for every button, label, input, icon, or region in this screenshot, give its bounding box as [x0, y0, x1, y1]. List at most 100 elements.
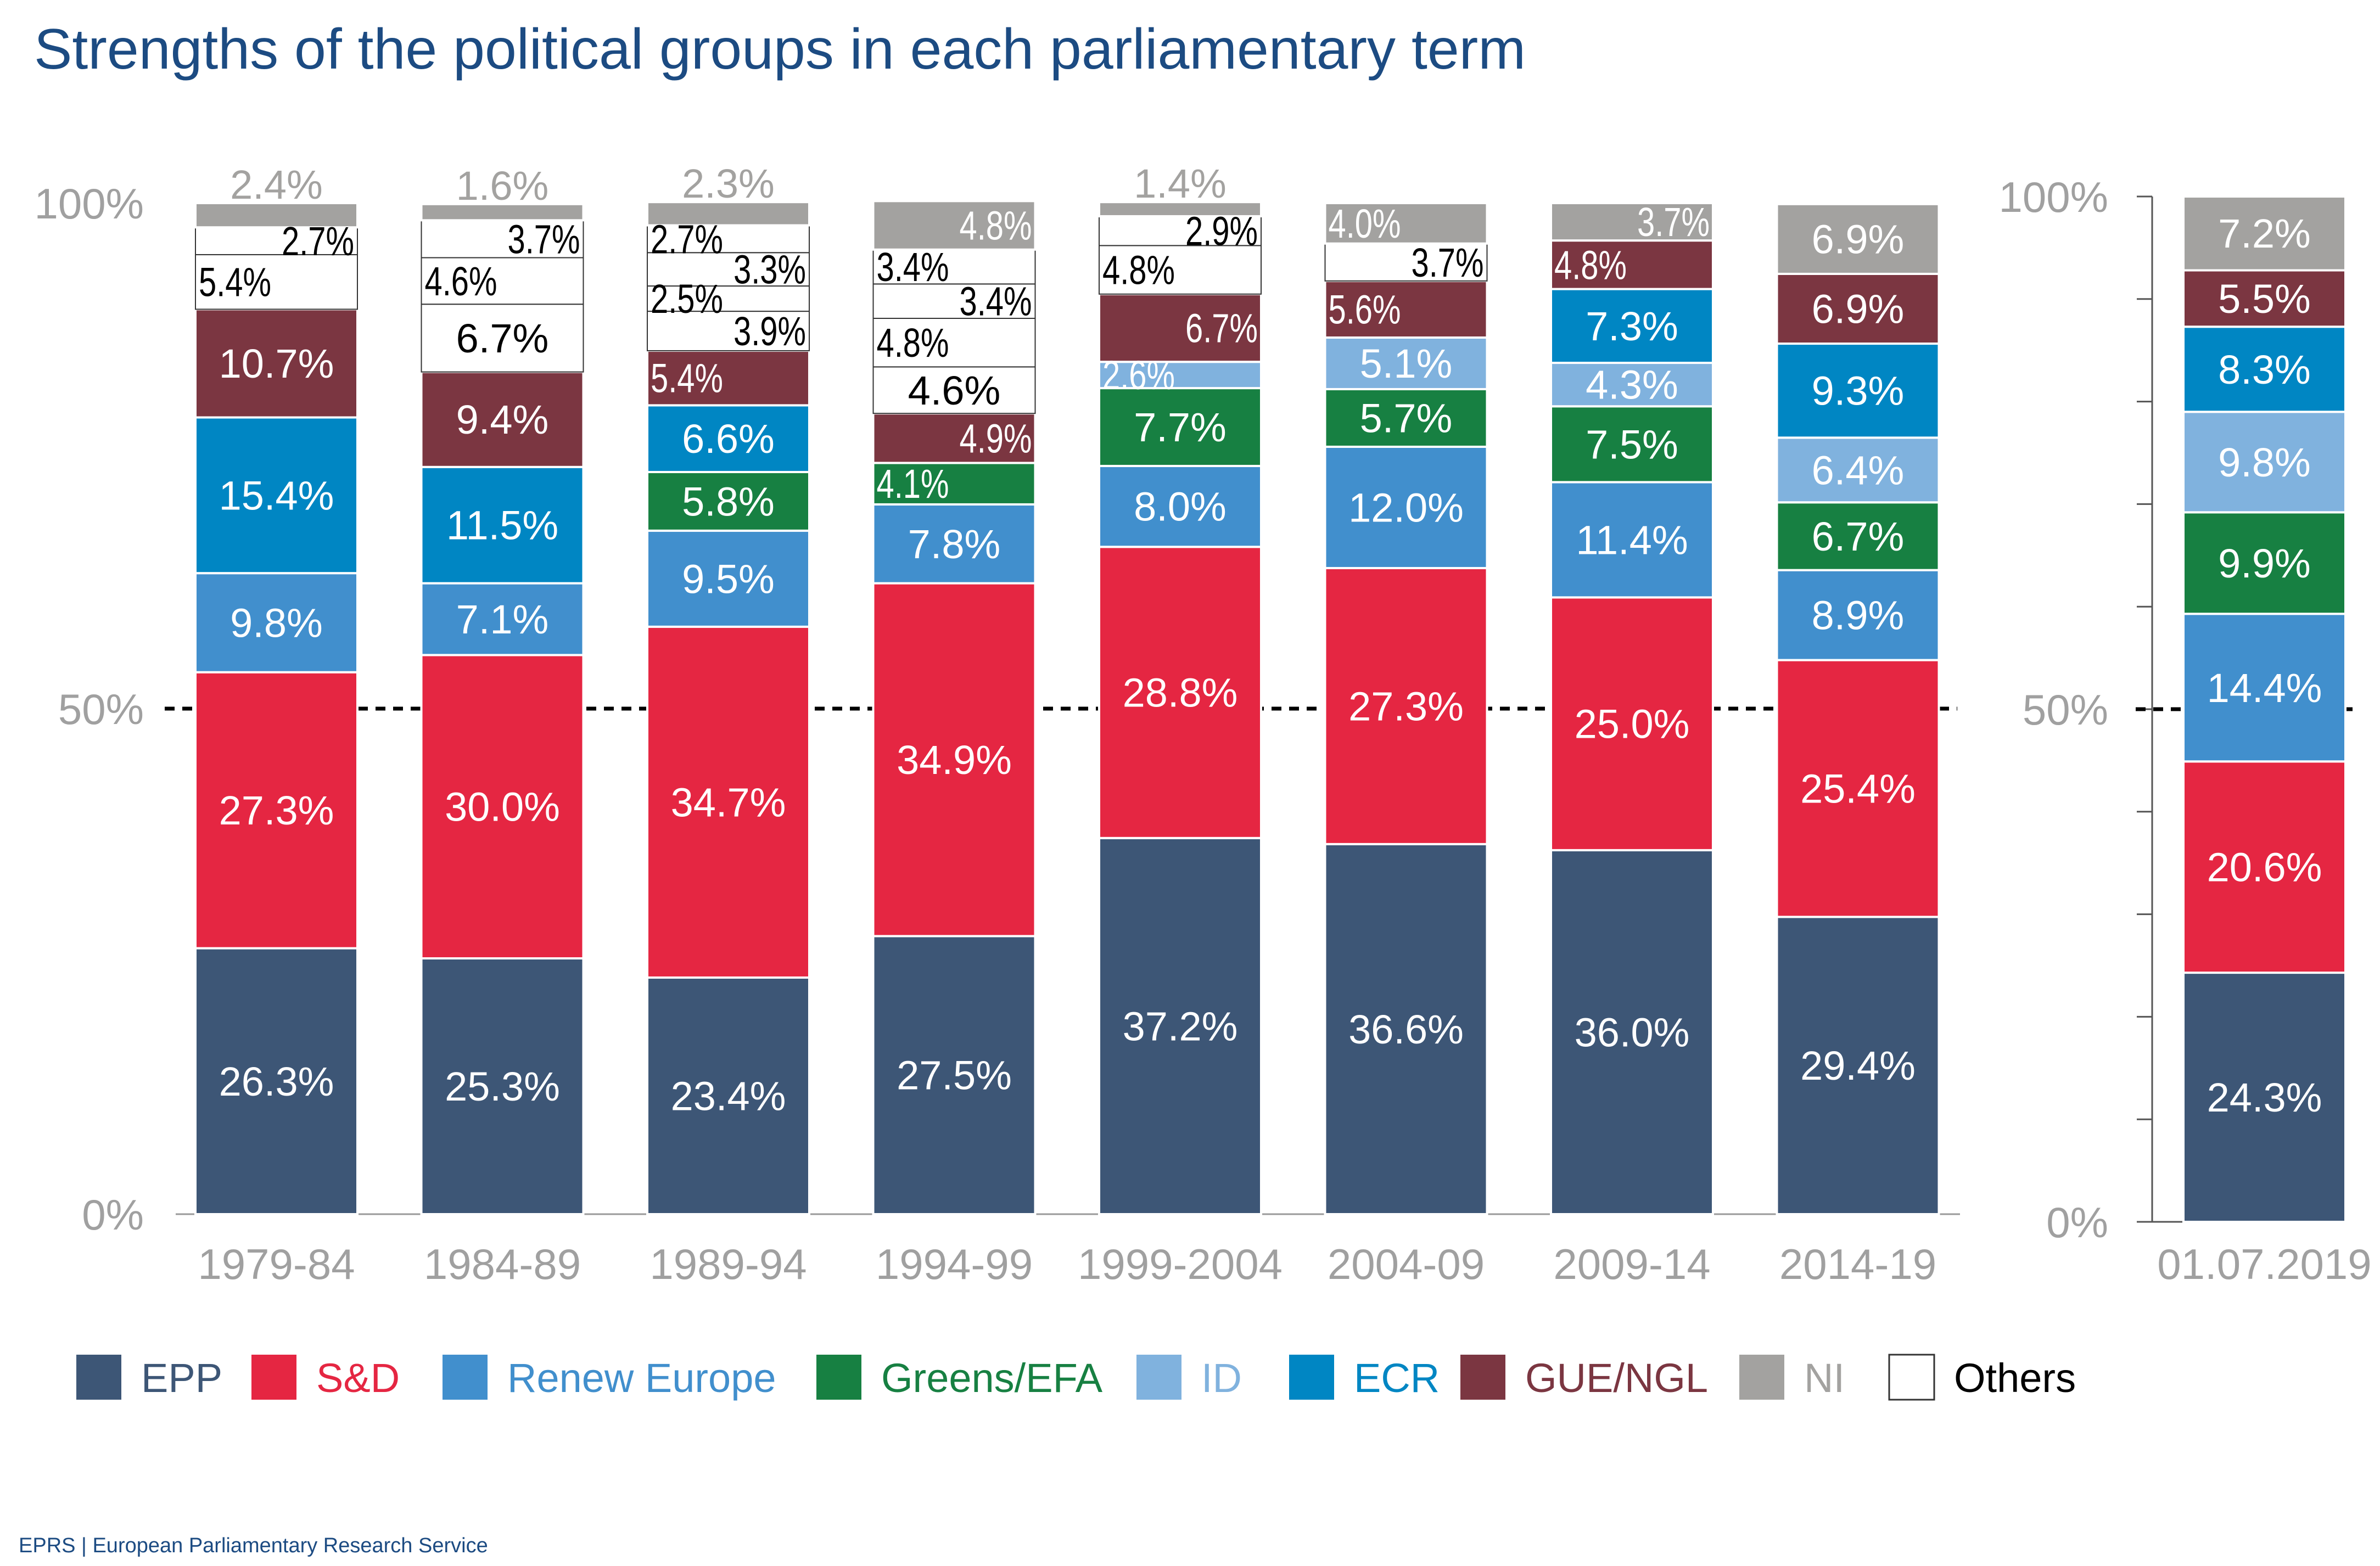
- legend-item: ECR: [1289, 1355, 1440, 1401]
- y-tick-label: 0%: [2046, 1198, 2108, 1247]
- bar-segment-renew-europe: [2182, 613, 2347, 763]
- legend-item: Renew Europe: [443, 1355, 776, 1401]
- legend-label: NI: [1804, 1355, 1845, 1401]
- bar-segment-epp: [1098, 837, 1262, 1215]
- data-label: 3.7%: [1637, 199, 1710, 245]
- bar-segment-s-d: [872, 582, 1037, 938]
- footer-source: EPRS | European Parliamentary Research S…: [19, 1534, 488, 1557]
- data-label: 3.4%: [960, 279, 1032, 324]
- legend-item: S&D: [251, 1355, 400, 1401]
- data-label: 4.9%: [960, 416, 1032, 461]
- data-label: 25.4%: [1800, 766, 1916, 812]
- legend-swatch: [251, 1355, 296, 1400]
- bars: 26.3%27.3%9.8%15.4%10.7%5.4%2.7%2.4%1979…: [194, 161, 2372, 1288]
- data-label: 9.8%: [230, 600, 323, 646]
- data-label: 8.0%: [1134, 484, 1227, 530]
- data-label: 3.3%: [733, 247, 806, 293]
- bar-2004-09: 36.6% 27.3% 12.0% 5.7% 5.1% 5.6%3.7%4.0% 2004-…: [1324, 201, 1488, 1288]
- bar-segment-renew-europe: [1098, 464, 1262, 548]
- data-label: 5.4%: [651, 356, 723, 401]
- bar-segment-ecr: [420, 465, 585, 585]
- data-label: 3.7%: [1412, 240, 1484, 285]
- legend-item: ID: [1136, 1355, 1242, 1401]
- y-tick-label: 100%: [1999, 173, 2109, 221]
- bar-segment-renew-europe: [194, 572, 359, 673]
- bar-segment-gue-ngl: [420, 371, 585, 468]
- bar-segment-s-d: [1550, 596, 1714, 851]
- x-tick-label: 1989-94: [649, 1240, 807, 1288]
- data-label: 2.7%: [282, 218, 354, 264]
- x-tick-label: 1984-89: [424, 1240, 581, 1288]
- bar-segment-ni: [1324, 202, 1488, 245]
- bar-segment-gue-ngl: [2182, 269, 2347, 328]
- data-label: 34.7%: [671, 779, 786, 825]
- legend-label: ECR: [1354, 1355, 1440, 1401]
- bar-segment-greens-efa: [2182, 511, 2347, 615]
- bar-2009-14: 36.0% 25.0% 11.4% 7.5% 4.3% 7.3% 4.8%3.7% 2009-…: [1550, 199, 1714, 1288]
- legend-swatch: [76, 1355, 121, 1400]
- data-label: 4.6%: [908, 368, 1001, 413]
- legend-swatch: [443, 1355, 488, 1400]
- x-tick-label: 1994-99: [876, 1240, 1033, 1288]
- bar-1999-2004: 37.2% 28.8% 8.0% 7.7% 2.6%6.7%4.8%2.9%1.4% 19…: [1078, 161, 1283, 1288]
- data-label: 6.4%: [1812, 447, 1905, 493]
- bar-segment-greens-efa: [1324, 388, 1488, 448]
- data-label: 9.9%: [2218, 541, 2311, 586]
- bar-segment-others: [1324, 243, 1488, 282]
- bar-segment-ni: [646, 201, 810, 227]
- bar-segment-s-d: [646, 625, 810, 979]
- bar-segment-s-d: [1776, 659, 1940, 918]
- bar-segment-renew-europe: [420, 582, 585, 656]
- data-label: 27.3%: [219, 788, 334, 833]
- bar-segment-greens-efa: [646, 470, 810, 532]
- bar-segment-ni: [194, 202, 359, 229]
- data-label: 7.2%: [2218, 211, 2311, 256]
- data-label: 5.4%: [199, 260, 271, 305]
- data-label: 4.8%: [1102, 248, 1175, 293]
- bar-segment-s-d: [194, 671, 359, 950]
- data-label: 3.7%: [508, 216, 580, 262]
- bar-segment-renew-europe: [1776, 569, 1940, 661]
- bar-segment-epp: [1776, 916, 1940, 1215]
- data-label: 7.3%: [1586, 304, 1678, 349]
- data-label: 25.0%: [1575, 701, 1690, 747]
- data-label: 9.8%: [2218, 440, 2311, 485]
- x-tick-label: 1999-2004: [1078, 1240, 1283, 1288]
- data-label: 30.0%: [445, 784, 560, 830]
- bar-segment-ni: [2182, 195, 2347, 272]
- bar-segment-epp: [1324, 843, 1488, 1215]
- bar-2014-19: 29.4% 25.4% 8.9% 6.7% 6.4% 9.3% 6.9% 6.9% 2014-1…: [1776, 203, 1940, 1288]
- bar-segment-others: [872, 317, 1036, 368]
- data-label: 9.5%: [682, 556, 775, 602]
- data-label: 5.6%: [1329, 287, 1401, 332]
- bar-segment-ni: [1776, 203, 1940, 275]
- data-label: 3.4%: [877, 244, 949, 290]
- data-label: 5.5%: [2218, 276, 2311, 322]
- y-tick-label: 0%: [82, 1191, 144, 1239]
- data-label: 4.8%: [1554, 242, 1627, 288]
- bar-segment-ecr: [194, 416, 359, 575]
- data-label: 4.3%: [1586, 362, 1678, 408]
- data-label: 36.6%: [1348, 1007, 1464, 1052]
- bar-segment-gue-ngl: [1098, 293, 1262, 363]
- data-label: 15.4%: [219, 473, 334, 518]
- data-label: 34.9%: [897, 737, 1012, 783]
- bar-segment-others: [421, 304, 584, 373]
- bar-segment-others: [647, 252, 810, 287]
- bar-segment-id: [2182, 411, 2347, 514]
- data-label: 5.7%: [1360, 395, 1453, 441]
- x-tick-label: 1979-84: [198, 1240, 355, 1288]
- data-label: 10.7%: [219, 341, 334, 386]
- bar-segment-gue-ngl: [872, 412, 1037, 464]
- bar-segment-renew-europe: [646, 529, 810, 628]
- bar-segment-epp: [2182, 972, 2347, 1223]
- bar-segment-s-d: [2182, 760, 2347, 974]
- bar-segment-s-d: [1324, 566, 1488, 845]
- legend-item: EPP: [76, 1355, 222, 1401]
- data-label: 2.6%: [1102, 352, 1175, 398]
- bar-segment-others: [647, 224, 810, 254]
- data-label: 28.8%: [1123, 670, 1238, 716]
- bar-segment-others: [421, 257, 584, 305]
- data-label: 9.4%: [456, 397, 549, 442]
- data-label: 7.8%: [908, 521, 1001, 567]
